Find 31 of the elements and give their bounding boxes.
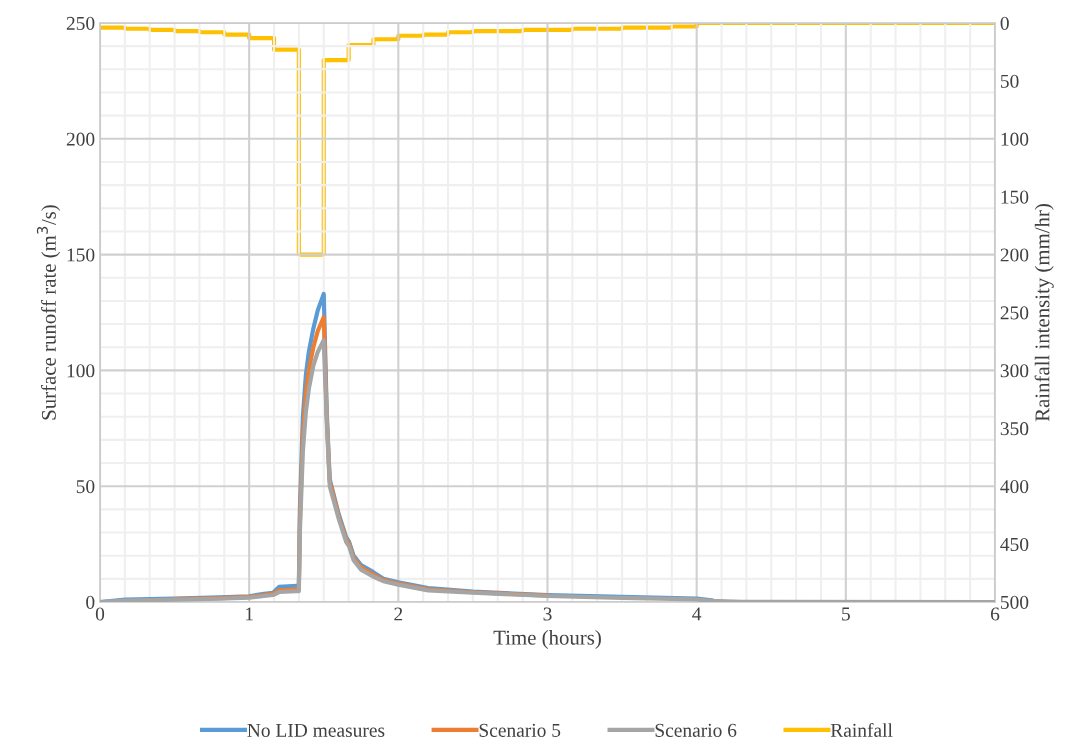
y-tick-label: 100 [67,364,95,378]
y2-tick-label: 300 [1000,364,1029,378]
y-axis-title: Surface runoff rate (m$^{3}$/s) [36,205,61,420]
y-tick-label: 250 [66,16,95,30]
x-tick-label: 2 [394,607,403,621]
y2-axis-title: Rainfall intensity (mm/hr) [1034,204,1054,422]
y2-tick-label: 450 [1000,537,1029,552]
legend-label: Scenario 6 [655,723,737,737]
y-tick-label: 200 [66,132,95,146]
x-tick-label: 0 [95,607,105,621]
y-tick-label: 50 [76,480,95,494]
legend-label: No LID measures [247,723,385,737]
y2-tick-label: 400 [1000,480,1029,494]
y2-tick-label: 250 [1000,306,1029,320]
y2-tick-label: 500 [1000,595,1029,609]
y2-tick-label: 200 [1000,248,1029,262]
y-tick-label: 150 [67,248,95,262]
x-axis-title: Time (hours) [493,630,601,649]
y2-tick-label: 50 [1000,74,1019,88]
x-tick-label: 3 [543,607,552,621]
legend-label: Scenario 5 [479,723,561,737]
y2-tick-label: 350 [1000,422,1029,436]
y2-tick-label: 150 [1001,190,1029,204]
y2-tick-label: 0 [1000,16,1009,30]
legend-label: Rainfall [830,723,893,737]
x-tick-label: 4 [692,607,702,621]
y2-tick-label: 100 [1001,132,1029,146]
y-tick-label: 0 [86,595,95,609]
x-tick-label: 5 [842,607,850,621]
x-tick-label: 6 [990,607,1000,621]
x-tick-label: 1 [246,607,253,621]
